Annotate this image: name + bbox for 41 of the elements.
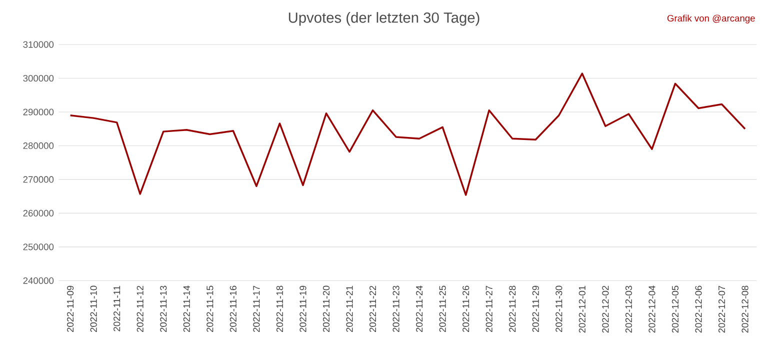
x-tick-label: 2022-11-16 xyxy=(230,286,236,332)
x-tick-label: 2022-11-28 xyxy=(509,286,516,332)
x-tick-label: 2022-11-29 xyxy=(532,286,539,332)
x-tick-label: 2022-11-17 xyxy=(253,286,260,332)
x-tick-label: 2022-11-14 xyxy=(183,286,190,332)
x-tick-label: 2022-11-26 xyxy=(462,286,470,332)
y-tick-label: 240000 xyxy=(23,277,54,284)
x-tick-label: 2022-11-11 xyxy=(114,286,120,332)
x-tick-label: 2022-11-21 xyxy=(346,286,353,332)
x-tick-label: 2022-12-01 xyxy=(578,286,586,333)
x-tick-label: 2022-11-27 xyxy=(486,286,492,332)
x-tick-label: 2022-11-19 xyxy=(300,286,306,332)
x-tick-label: 2022-12-02 xyxy=(602,286,609,333)
line-series xyxy=(69,72,746,196)
x-tick-label: 2022-11-12 xyxy=(136,286,144,332)
x-tick-label: 2022-12-03 xyxy=(625,286,632,333)
x-tick-label: 2022-12-07 xyxy=(718,286,726,333)
x-tick-label: 2022-11-09 xyxy=(67,286,74,332)
x-tick-label: 2022-11-10 xyxy=(90,286,97,332)
y-tick-label: 300000 xyxy=(23,74,54,82)
y-tick-label: 280000 xyxy=(23,142,54,150)
chart-title: Upvotes (der letzten 30 Tage) xyxy=(288,12,480,26)
x-tick-label: 2022-11-15 xyxy=(206,286,214,332)
x-tick-label: 2022-12-04 xyxy=(648,286,656,333)
x-tick-label: 2022-11-24 xyxy=(416,286,423,332)
y-tick-label: 260000 xyxy=(23,210,54,216)
x-tick-label: 2022-11-25 xyxy=(439,286,446,332)
y-tick-label: 310000 xyxy=(23,41,54,48)
y-tick-label: 290000 xyxy=(23,108,54,116)
x-tick-label: 2022-11-20 xyxy=(322,286,330,332)
x-tick-label: 2022-11-22 xyxy=(369,286,376,332)
y-tick-label: 270000 xyxy=(23,176,54,183)
x-tick-label: 2022-12-08 xyxy=(742,286,748,333)
x-tick-label: 2022-12-05 xyxy=(672,286,679,333)
x-tick-label: 2022-11-30 xyxy=(556,286,562,332)
x-tick-label: 2022-12-06 xyxy=(695,286,702,333)
text: Grafik von @arcange xyxy=(667,14,755,24)
x-tick-label: 2022-11-23 xyxy=(392,286,400,332)
x-tick-label: 2022-11-13 xyxy=(160,286,167,332)
x-tick-label: 2022-11-18 xyxy=(276,286,283,332)
y-tick-label: 250000 xyxy=(23,244,54,250)
